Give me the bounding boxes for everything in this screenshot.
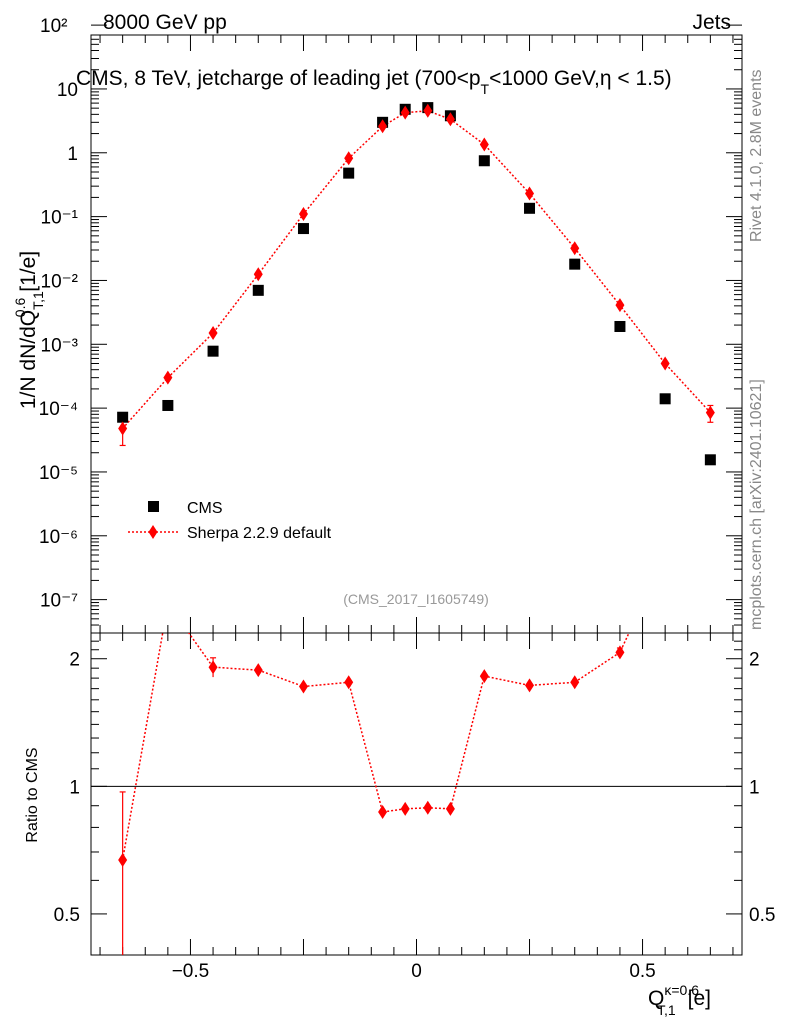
cms-point [117, 411, 129, 423]
sherpa-point [570, 241, 580, 256]
energy-label: 8000 GeV pp [103, 11, 227, 34]
sherpa-point [378, 119, 388, 134]
main-y-tick-label: 10⁻³ [41, 335, 79, 356]
ratio-marks [118, 633, 630, 955]
ratio-point [423, 800, 433, 815]
sherpa-point [400, 105, 410, 120]
category-label: Jets [692, 11, 731, 34]
main-y-tick-label-top: 10² [40, 16, 67, 37]
ratio-point [344, 675, 354, 690]
sherpa-point [208, 326, 218, 341]
x-label-sup: κ=0.6 [664, 982, 699, 998]
ratio-y-tick-label-left: 0.5 [54, 905, 80, 926]
x-label-sub: T,1 [657, 1002, 676, 1018]
sherpa-point [118, 421, 128, 436]
main-axes: 10 1 10⁻¹ 10⁻² 10⁻³ 10⁻⁴ 10⁻⁵ 10⁻⁶ 10⁻⁷ 10² [39, 16, 742, 634]
ratio-y-label: Ratio to CMS [24, 747, 41, 842]
title-sub: T [481, 81, 490, 97]
ratio-x-tick-label: −0.5 [172, 961, 210, 982]
mcplots-label: mcplots.cern.ch [arXiv:2401.10621] [748, 379, 765, 630]
ratio-point [118, 853, 128, 868]
main-y-label-unit: [1/e] [17, 251, 40, 292]
sherpa-point [163, 370, 173, 385]
main-y-tick-label: 10⁻⁶ [39, 527, 78, 548]
sherpa-point [423, 103, 433, 118]
main-y-tick-label: 10⁻⁴ [39, 399, 78, 420]
ratio-point [208, 660, 218, 675]
cms-point [252, 284, 264, 296]
cms-point [614, 320, 626, 332]
sherpa-series-line [122, 110, 711, 429]
sherpa-point [660, 356, 670, 371]
cms-point [524, 202, 536, 214]
cms-point [207, 345, 219, 357]
cms-point [659, 393, 671, 405]
main-y-label-sub: T,1 [30, 291, 46, 310]
sherpa-point [298, 206, 308, 221]
sherpa-point [479, 137, 489, 152]
sherpa-point [705, 405, 715, 420]
cms-point [162, 399, 174, 411]
main-marks [117, 102, 716, 466]
ratio-x-tick-label: 0.5 [629, 961, 655, 982]
ratio-plot-frame [90, 632, 743, 956]
legend-sherpa-marker [148, 525, 158, 539]
ratio-x-tick-label: 0 [411, 961, 422, 982]
ratio-y-tick-label-left: 2 [69, 650, 80, 671]
x-label-unit: [e] [688, 987, 711, 1010]
main-y-tick-label: 10⁻¹ [41, 208, 79, 229]
main-y-tick-label: 10⁻⁵ [39, 463, 78, 484]
ratio-point [479, 669, 489, 684]
ratio-y-tick-label-right: 0.5 [749, 905, 775, 926]
main-plot-frame [90, 34, 743, 634]
sherpa-point [615, 298, 625, 313]
legend: CMS Sherpa 2.2.9 default [128, 500, 332, 542]
plot-title: CMS, 8 TeV, jetcharge of leading jet (70… [76, 67, 672, 97]
sherpa-point [525, 186, 535, 201]
cms-point [478, 155, 490, 167]
ratio-y-tick-label-right: 1 [749, 777, 760, 798]
main-y-tick-label: 1 [67, 144, 78, 165]
legend-cms-marker [148, 501, 159, 512]
ratio-point [615, 645, 625, 660]
main-y-tick-label: 10⁻⁷ [40, 591, 78, 612]
sherpa-point [253, 267, 263, 282]
ratio-point [378, 804, 388, 819]
main-y-label: 1/N dN/dQT,10.6 [1/e] [12, 251, 46, 409]
legend-sherpa-label: Sherpa 2.2.9 default [187, 525, 332, 542]
x-label-text: Q [648, 987, 664, 1010]
ratio-y-tick-label-right: 2 [749, 650, 760, 671]
ratio-point [570, 675, 580, 690]
cms-point [704, 454, 716, 466]
sherpa-point [445, 112, 455, 127]
title-suffix: <1000 GeV,η < 1.5) [489, 67, 672, 90]
ratio-point [400, 801, 410, 816]
ratio-axes: −0.5 0 0.5 0.5 0.5 1 1 2 2 [54, 633, 775, 982]
main-y-label-sup: 0.6 [12, 298, 28, 318]
ratio-series-line [121, 633, 630, 861]
cms-point [297, 223, 309, 235]
cms-point [569, 258, 581, 270]
cms-point [343, 167, 355, 179]
title-prefix: CMS, 8 TeV, jetcharge of leading jet (70… [76, 67, 481, 90]
ratio-point [445, 801, 455, 816]
ratio-point [253, 663, 263, 678]
main-y-tick-label: 10⁻² [41, 271, 79, 292]
x-axis-label: Qκ=0.6 T,1 [e] [648, 982, 711, 1018]
ratio-y-tick-label-left: 1 [69, 777, 80, 798]
main-y-label-text: 1/N dN/dQ [17, 310, 40, 409]
analysis-id: (CMS_2017_I1605749) [343, 591, 489, 607]
main-y-tick-label: 10 [57, 80, 78, 101]
ratio-point [298, 679, 308, 694]
ratio-point [525, 678, 535, 693]
sherpa-point [344, 151, 354, 166]
legend-cms-label: CMS [187, 500, 223, 517]
rivet-label: Rivet 4.1.0, 2.8M events [748, 69, 765, 242]
